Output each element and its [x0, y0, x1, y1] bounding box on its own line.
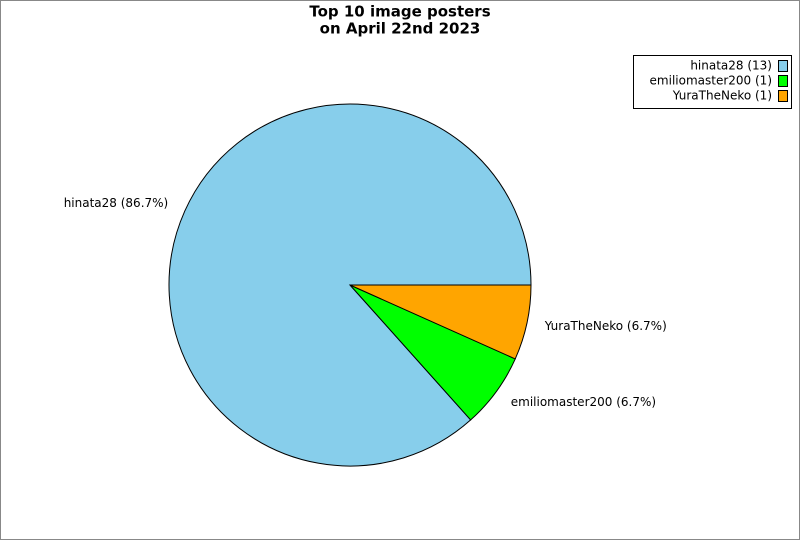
legend-swatch	[778, 90, 788, 102]
pie-slice	[349, 284, 532, 360]
legend-swatch	[778, 60, 788, 72]
legend-swatch	[778, 75, 788, 87]
legend-label: YuraTheNeko (1)	[672, 89, 772, 103]
slice-label: hinata28 (86.7%)	[64, 196, 169, 210]
legend-label: emiliomaster200 (1)	[650, 74, 772, 88]
slice-label: YuraTheNeko (6.7%)	[544, 319, 667, 333]
chart-title: Top 10 image posters	[309, 3, 490, 21]
slice-label: emiliomaster200 (6.7%)	[511, 395, 656, 409]
legend-label: hinata28 (13)	[690, 59, 772, 73]
legend-box	[633, 55, 792, 109]
chart-title: on April 22nd 2023	[320, 20, 481, 38]
